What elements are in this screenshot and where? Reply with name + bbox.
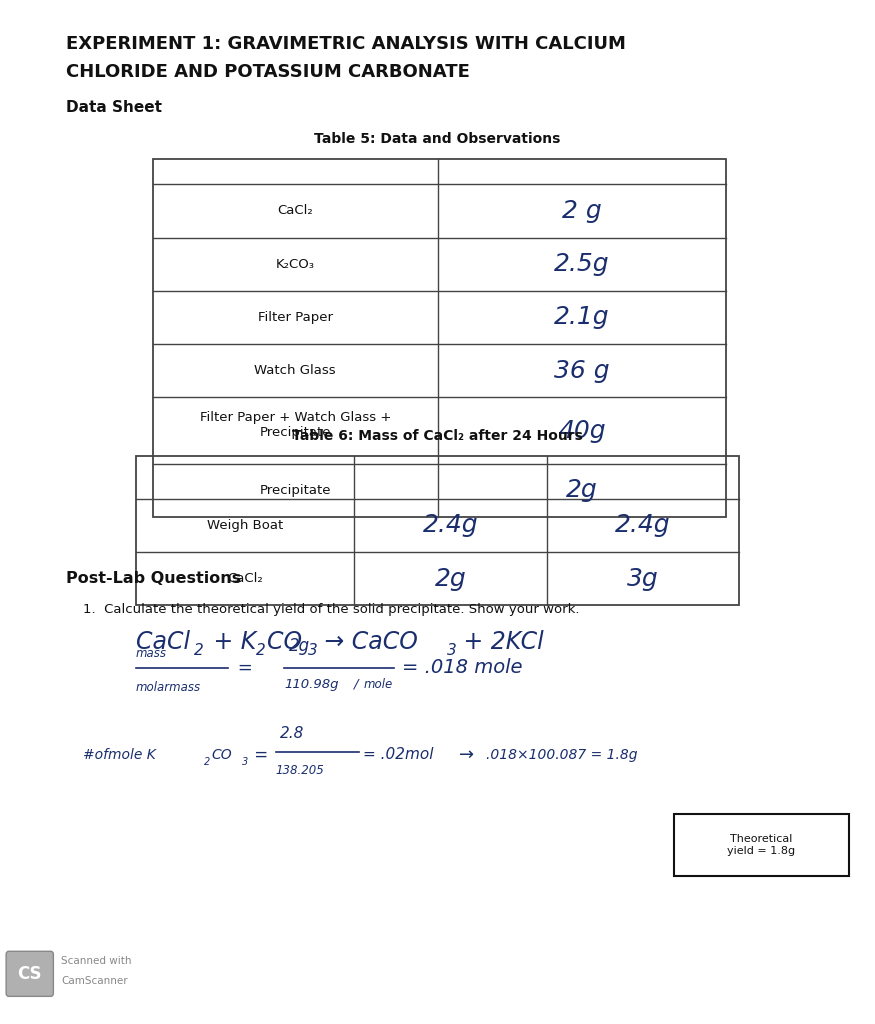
Text: =: =: [232, 658, 253, 677]
Text: 2.1g: 2.1g: [554, 305, 610, 330]
Text: CamScanner: CamScanner: [61, 976, 128, 986]
FancyBboxPatch shape: [6, 951, 53, 996]
Text: 2 g: 2 g: [562, 199, 602, 223]
Text: CaCl: CaCl: [136, 630, 190, 654]
Text: → CaCO: → CaCO: [317, 630, 417, 654]
Text: Precipitate: Precipitate: [260, 484, 331, 497]
Text: CS: CS: [18, 965, 42, 983]
Text: CaCl₂: CaCl₂: [228, 572, 262, 585]
Text: 1.  Calculate the theoretical yield of the solid precipitate. Show your work.: 1. Calculate the theoretical yield of th…: [83, 603, 579, 615]
Text: CO: CO: [267, 630, 302, 654]
Text: EXPERIMENT 1: GRAVIMETRIC ANALYSIS WITH CALCIUM: EXPERIMENT 1: GRAVIMETRIC ANALYSIS WITH …: [66, 35, 626, 53]
Text: 2g: 2g: [566, 478, 598, 503]
Text: K₂CO₃: K₂CO₃: [276, 258, 315, 270]
Text: CHLORIDE AND POTASSIUM CARBONATE: CHLORIDE AND POTASSIUM CARBONATE: [66, 62, 470, 81]
Text: 110.98g: 110.98g: [284, 678, 339, 691]
Text: Table 6: Mass of CaCl₂ after 24 Hours: Table 6: Mass of CaCl₂ after 24 Hours: [292, 429, 583, 443]
Text: 2.4g: 2.4g: [615, 513, 671, 538]
Text: mole: mole: [363, 678, 392, 691]
Text: 2.4g: 2.4g: [423, 513, 479, 538]
Text: mass: mass: [136, 647, 166, 660]
Text: = .02mol: = .02mol: [363, 748, 434, 762]
Text: 138.205: 138.205: [276, 764, 325, 777]
Text: molarmass: molarmass: [136, 681, 200, 694]
Text: + K: + K: [206, 630, 256, 654]
Bar: [136, 456, 739, 605]
Text: 3: 3: [447, 643, 457, 657]
Text: 2: 2: [204, 757, 210, 767]
Text: Theoretical
yield = 1.8g: Theoretical yield = 1.8g: [727, 834, 795, 856]
Text: 2g: 2g: [435, 566, 466, 591]
Text: Table 5: Data and Observations: Table 5: Data and Observations: [314, 132, 561, 146]
Bar: [674, 814, 849, 876]
Text: Filter Paper + Watch Glass +
Precipitate: Filter Paper + Watch Glass + Precipitate: [200, 412, 391, 439]
Text: Scanned with: Scanned with: [61, 955, 132, 966]
Text: 2g: 2g: [289, 637, 310, 655]
Text: 36 g: 36 g: [554, 358, 610, 383]
Text: + 2KCl: + 2KCl: [456, 630, 543, 654]
Bar: [153, 159, 726, 517]
Text: 2: 2: [256, 643, 266, 657]
Text: 2.5g: 2.5g: [554, 252, 610, 276]
Text: 2: 2: [194, 643, 204, 657]
Text: Data Sheet: Data Sheet: [66, 100, 162, 115]
Text: = .018 mole: = .018 mole: [402, 658, 523, 677]
Text: Filter Paper: Filter Paper: [258, 311, 332, 324]
Text: #ofmole K: #ofmole K: [83, 748, 156, 762]
Text: /: /: [354, 678, 359, 691]
Text: 40g: 40g: [558, 419, 606, 442]
Text: 2.8: 2.8: [280, 726, 304, 741]
Text: Post-Lab Questions: Post-Lab Questions: [66, 571, 241, 586]
Text: →: →: [459, 745, 474, 764]
Text: CO: CO: [212, 748, 233, 762]
Text: CaCl₂: CaCl₂: [277, 205, 313, 217]
Text: Weigh Boat: Weigh Boat: [206, 519, 284, 531]
Text: 3: 3: [308, 643, 318, 657]
Text: Watch Glass: Watch Glass: [255, 365, 336, 377]
Text: =: =: [249, 745, 269, 764]
Text: 3g: 3g: [627, 566, 659, 591]
Text: 3: 3: [242, 757, 248, 767]
Text: .018×100.087 = 1.8g: .018×100.087 = 1.8g: [486, 748, 637, 762]
